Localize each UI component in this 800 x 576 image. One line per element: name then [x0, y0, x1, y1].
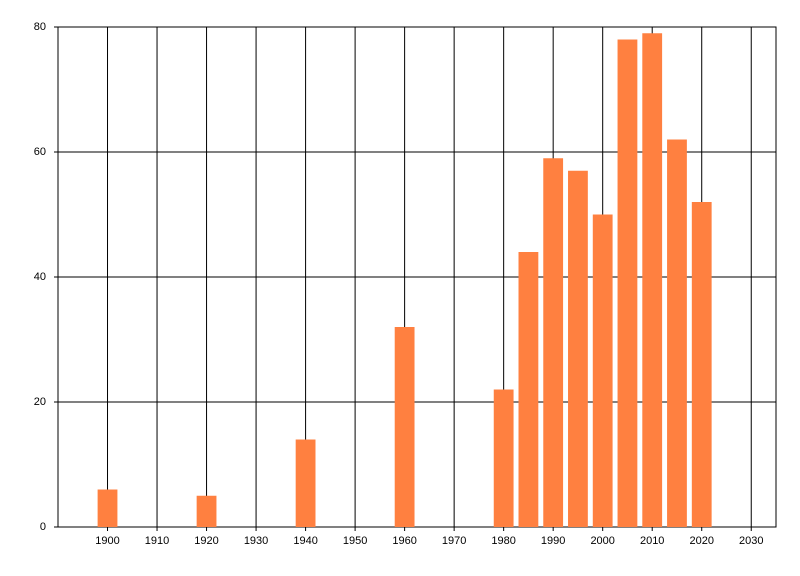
x-tick-label: 1900 — [95, 535, 119, 547]
x-tick-label: 2000 — [590, 535, 614, 547]
bar — [493, 389, 514, 527]
y-tick-label: 0 — [40, 521, 46, 533]
x-tick-label: 1940 — [293, 535, 317, 547]
x-tick-label: 1930 — [244, 535, 268, 547]
bar — [394, 327, 415, 527]
x-tick-label: 2020 — [689, 535, 713, 547]
x-tick-label: 1970 — [442, 535, 466, 547]
y-tick-label: 40 — [34, 271, 46, 283]
x-tick-label: 1920 — [194, 535, 218, 547]
y-tick-label: 20 — [34, 396, 46, 408]
bar — [617, 39, 638, 527]
bar — [196, 495, 217, 527]
x-tick-label: 1960 — [392, 535, 416, 547]
y-tick-label: 60 — [34, 146, 46, 158]
bar — [295, 439, 316, 527]
bar — [642, 33, 663, 527]
x-tick-label: 1980 — [491, 535, 515, 547]
bar — [568, 170, 588, 527]
x-tick-label: 2010 — [640, 535, 664, 547]
x-tick-label: 1990 — [541, 535, 565, 547]
y-tick-label: 80 — [34, 21, 46, 33]
bar — [667, 139, 687, 527]
bar — [518, 252, 539, 527]
bar — [592, 214, 613, 527]
bar — [97, 489, 118, 527]
x-tick-label: 1950 — [343, 535, 367, 547]
x-tick-label: 2030 — [739, 535, 763, 547]
bar — [543, 158, 564, 527]
bar — [691, 202, 712, 527]
x-tick-label: 1910 — [145, 535, 169, 547]
